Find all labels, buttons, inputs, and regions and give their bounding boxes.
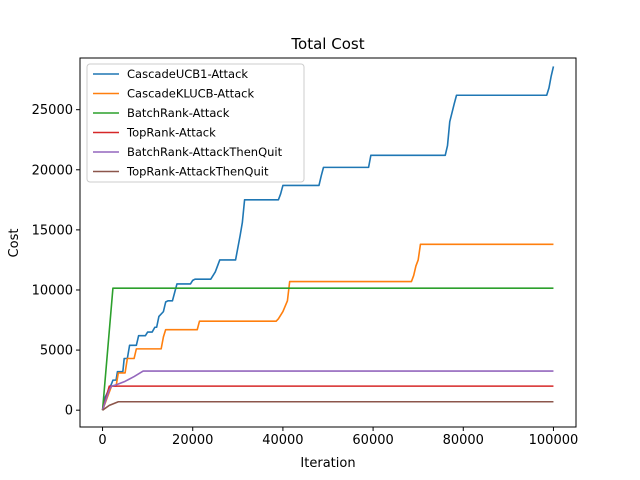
legend-label: CascadeKLUCB-Attack [127,87,254,101]
series-line-2 [101,287,554,411]
x-axis: 0 20000 40000 60000 80000 100000 [98,427,578,448]
y-tick-label: 5000 [40,344,73,359]
y-tick-label: 15000 [32,223,73,238]
x-axis-label: Iteration [300,456,355,471]
chart-title: Total Cost [290,35,364,53]
series-line-4 [101,370,554,411]
series-line-3 [101,385,554,411]
legend-label: BatchRank-AttackThenQuit [127,145,283,159]
y-axis-label: Cost [7,229,22,258]
y-tick-label: 0 [65,404,73,419]
series-line-0 [101,66,555,411]
x-tick-label: 80000 [443,433,484,448]
legend: CascadeUCB1-Attack CascadeKLUCB-Attack Bat… [86,63,305,183]
y-tick-label: 25000 [32,103,73,118]
x-tick-label: 20000 [172,433,213,448]
plot-frame [79,57,577,428]
legend-label: BatchRank-Attack [127,106,230,120]
y-tick-label: 20000 [32,163,73,178]
x-tick-label: 100000 [529,433,579,448]
x-tick-label: 40000 [262,433,303,448]
legend-label: CascadeUCB1-Attack [127,67,248,81]
y-axis: 0 5000 10000 15000 20000 25000 [32,103,80,419]
y-tick-label: 10000 [32,283,73,298]
x-tick-label: 60000 [352,433,393,448]
series-line-1 [101,243,554,411]
series-line-5 [102,400,554,411]
x-tick-label: 0 [98,433,106,448]
plot-lines [101,66,555,411]
legend-label: TopRank-AttackThenQuit [126,165,269,179]
legend-label: TopRank-Attack [126,126,216,140]
legend-box [86,63,305,183]
